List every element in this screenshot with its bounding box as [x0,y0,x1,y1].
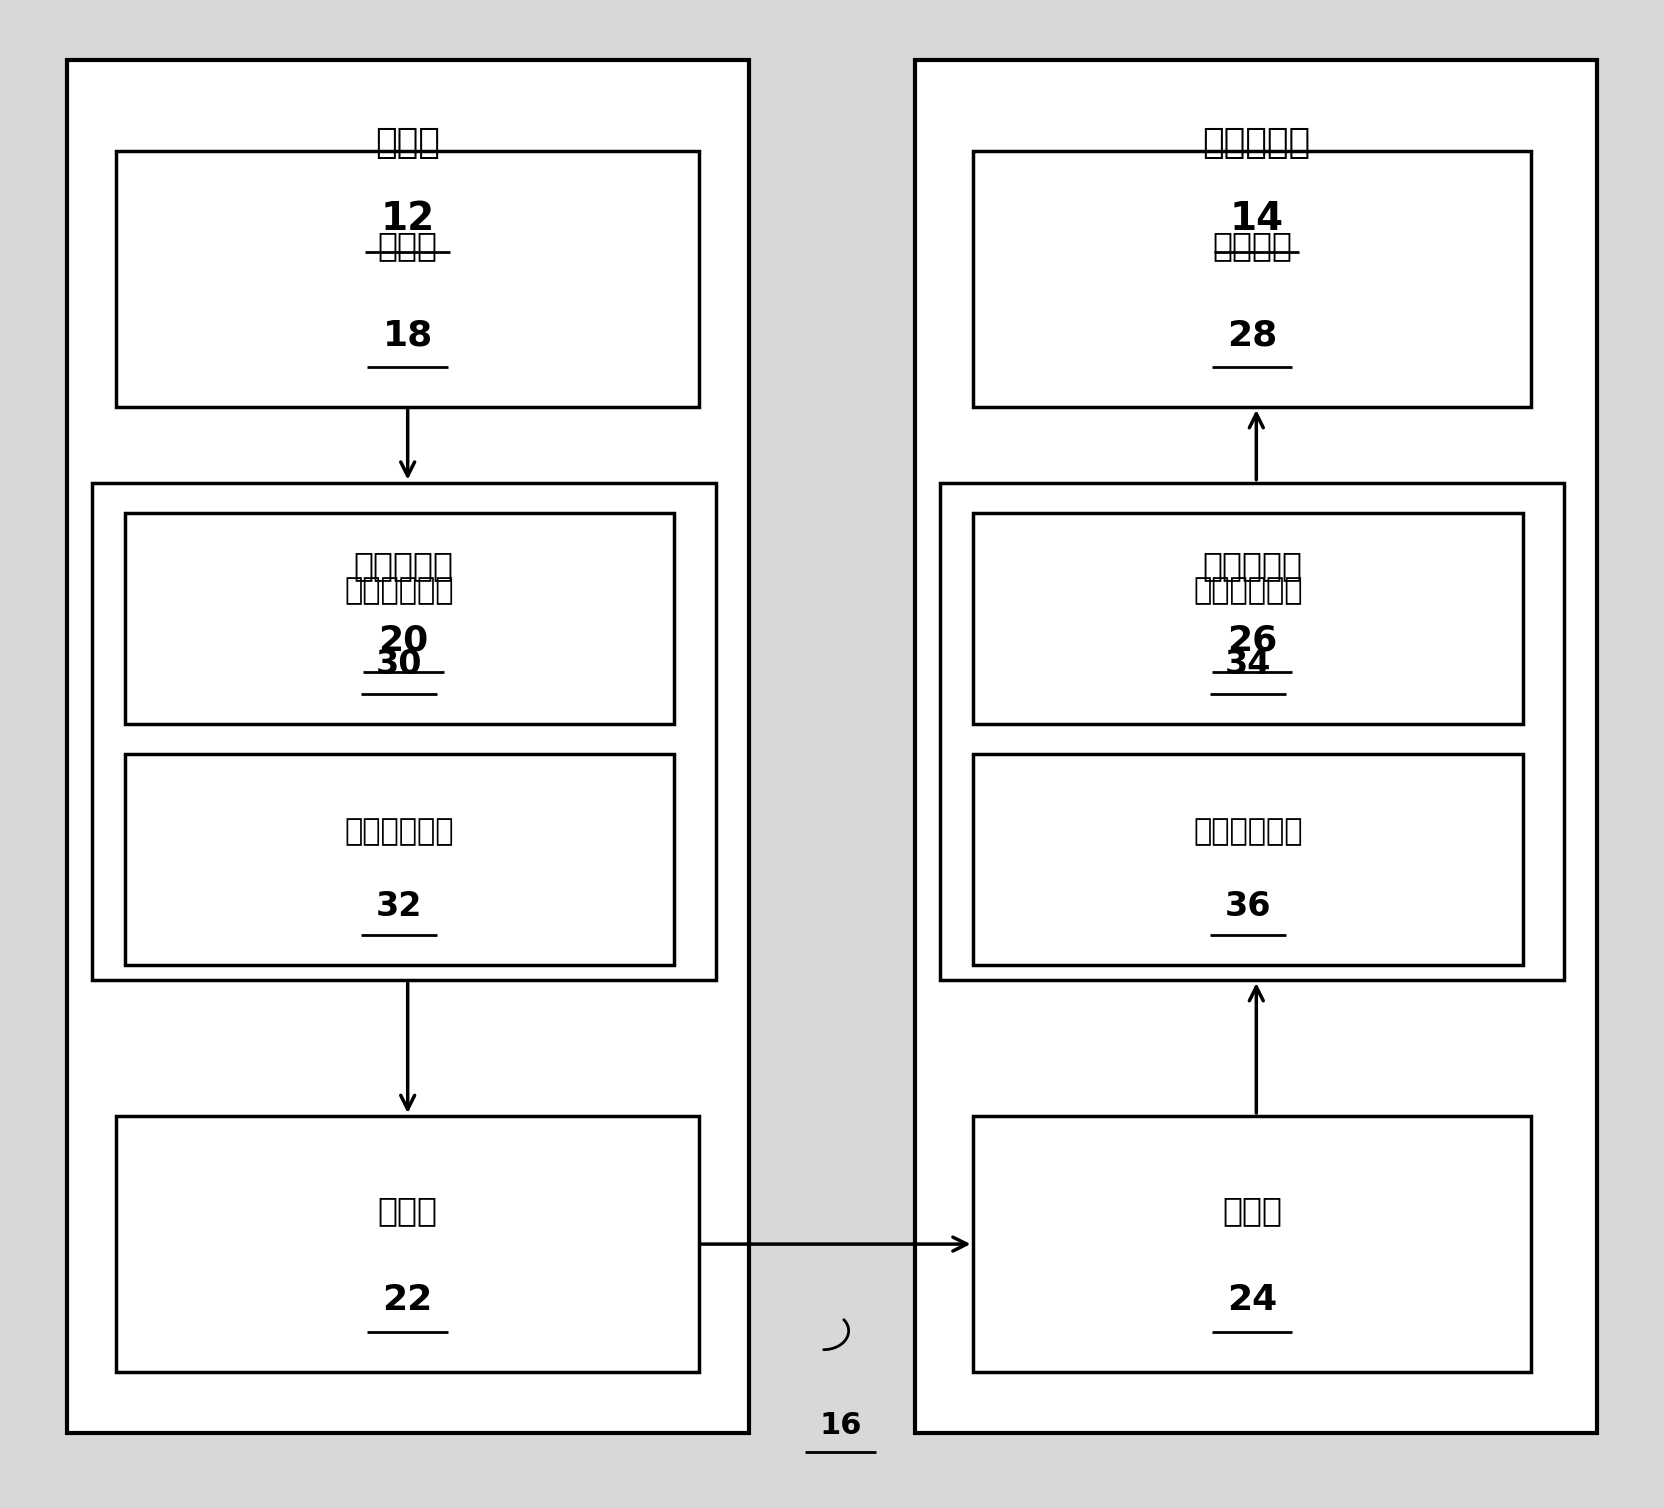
Text: 显示装置: 显示装置 [1211,229,1293,262]
Text: 36: 36 [1225,890,1271,923]
Text: 30: 30 [376,648,423,682]
Text: 12: 12 [381,199,434,238]
Bar [973,1116,1531,1372]
Bar [116,151,699,407]
Bar [973,754,1523,965]
Text: 加强层编码器: 加强层编码器 [344,817,454,846]
Bar [116,1116,699,1372]
Text: 26: 26 [1226,624,1278,657]
Text: 22: 22 [383,1283,433,1318]
Text: 目的地装置: 目的地装置 [1203,127,1310,160]
Text: 发射器: 发射器 [378,1194,438,1228]
Bar [92,483,716,980]
Bar [915,60,1597,1433]
Text: 28: 28 [1226,318,1278,353]
Text: 视频解码器: 视频解码器 [1201,549,1303,582]
Text: 源装置: 源装置 [376,127,439,160]
Text: 16: 16 [819,1410,862,1440]
Text: 加强层解码器: 加强层解码器 [1193,817,1303,846]
Text: 基础层解码器: 基础层解码器 [1193,576,1303,605]
Bar [67,60,749,1433]
Bar [973,513,1523,724]
Bar [125,513,674,724]
Text: 18: 18 [383,318,433,353]
Text: 32: 32 [376,890,423,923]
Text: 视频源: 视频源 [378,229,438,262]
Text: 接收器: 接收器 [1221,1194,1283,1228]
Bar [940,483,1564,980]
Text: 14: 14 [1230,199,1283,238]
Bar [125,754,674,965]
Text: 基础层编码器: 基础层编码器 [344,576,454,605]
Text: 24: 24 [1226,1283,1278,1318]
Text: 34: 34 [1225,648,1271,682]
Text: 视频编码器: 视频编码器 [353,549,454,582]
Bar [973,151,1531,407]
Text: 20: 20 [378,624,429,657]
